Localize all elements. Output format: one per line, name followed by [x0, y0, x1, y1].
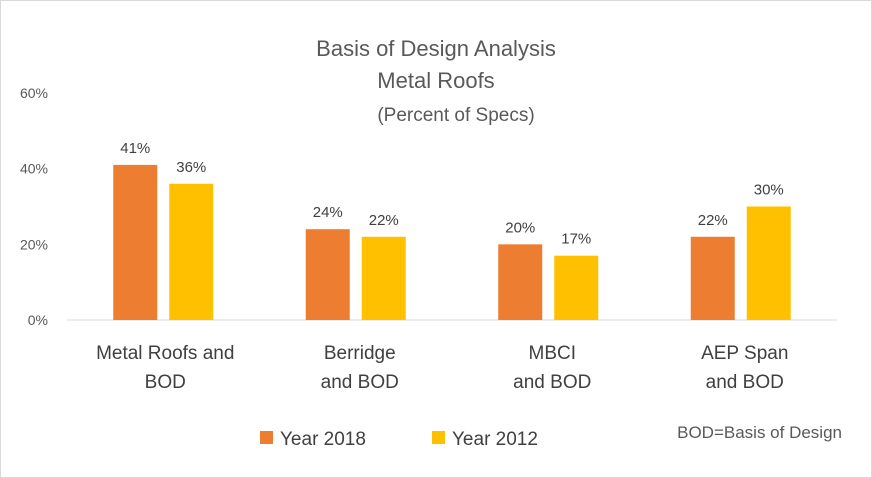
bar-data-label: 41% [120, 140, 150, 157]
bar-year-2018 [498, 244, 543, 320]
bar-year-2012 [554, 255, 599, 320]
bar-data-label: 22% [698, 212, 728, 229]
y-tick-label: 60% [20, 85, 48, 101]
chart-title-line-2: Metal Roofs [377, 68, 494, 93]
category-label: MBCI [529, 343, 577, 364]
category-label: BOD [145, 372, 186, 393]
category-label: Metal Roofs and [96, 343, 234, 364]
bar-year-2018 [305, 229, 350, 320]
bar-year-2012 [746, 206, 791, 320]
bod-note: BOD=Basis of Design [677, 423, 842, 442]
category-label: and BOD [321, 372, 399, 393]
legend-label: Year 2018 [280, 429, 366, 450]
bar-data-label: 24% [313, 204, 343, 221]
legend-label: Year 2012 [452, 429, 538, 450]
legend-swatch [432, 431, 445, 444]
chart-title-line-1: Basis of Design Analysis [316, 36, 556, 61]
category-label: and BOD [513, 372, 591, 393]
category-label: Berridge [324, 343, 396, 364]
legend-swatch [260, 431, 273, 444]
bar-year-2012 [361, 236, 406, 320]
y-tick-label: 40% [20, 161, 48, 177]
bar-data-label: 20% [505, 219, 535, 236]
bar-data-label: 17% [561, 231, 591, 248]
bar-year-2012 [169, 183, 214, 320]
bar-data-label: 30% [754, 182, 784, 199]
y-tick-label: 0% [28, 312, 48, 328]
bar-year-2018 [113, 164, 158, 320]
bar-data-label: 22% [369, 212, 399, 229]
chart-subtitle: (Percent of Specs) [377, 105, 534, 126]
y-tick-label: 20% [20, 236, 48, 252]
category-label: and BOD [706, 372, 784, 393]
category-label: AEP Span [701, 343, 788, 364]
bar-year-2018 [690, 236, 735, 320]
bar-data-label: 36% [176, 159, 206, 176]
